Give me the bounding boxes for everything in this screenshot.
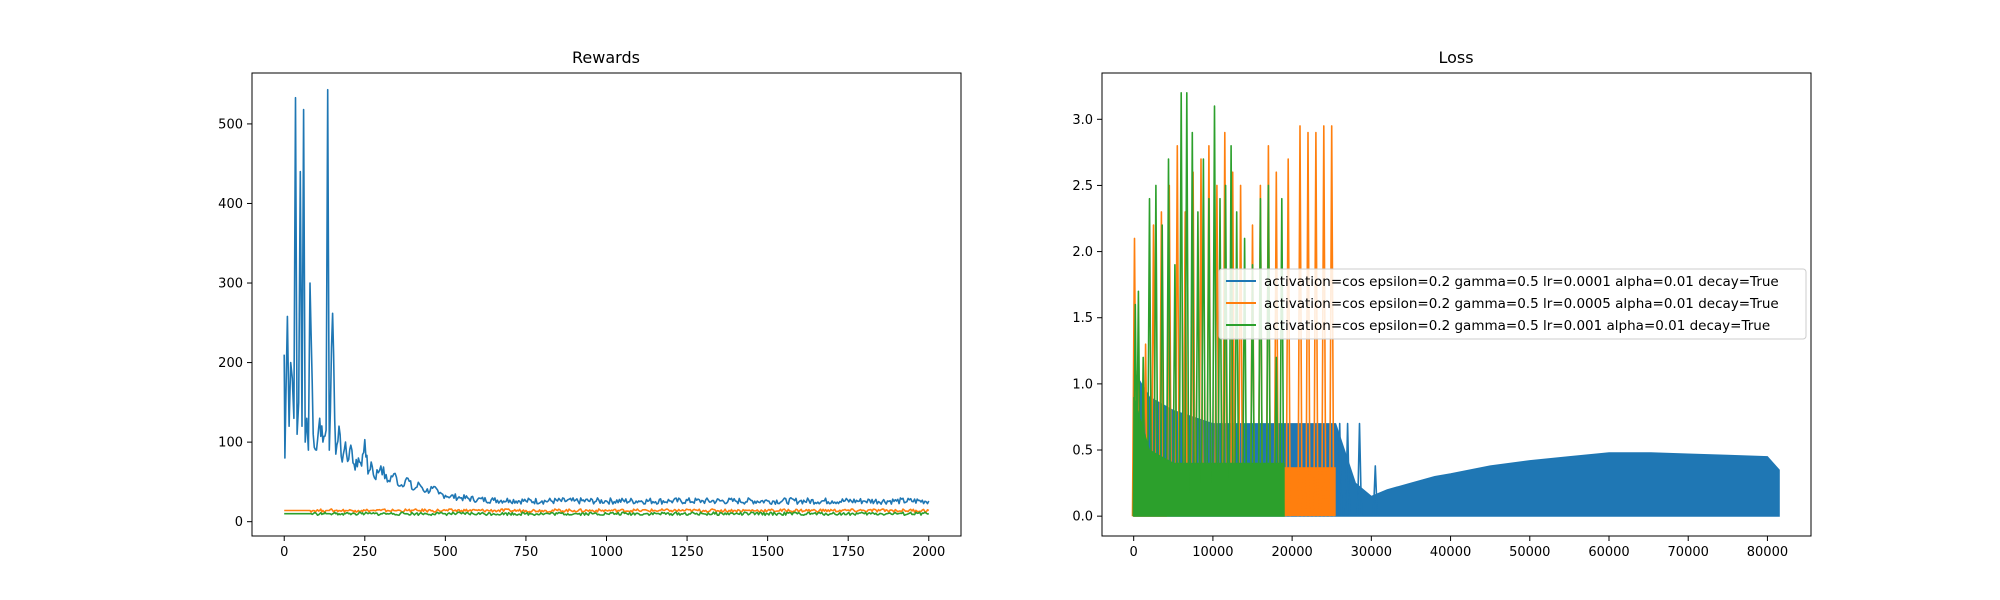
x-tick-label: 1000 [590, 545, 623, 560]
x-tick-label: 250 [352, 545, 377, 560]
x-tick-label: 10000 [1192, 545, 1233, 560]
y-tick-label: 2.5 [1072, 179, 1093, 194]
y-tick-label: 500 [218, 117, 243, 132]
loss-x-ticks: 0 10000 20000 30000 40000 50000 60000 70000 8000… [1130, 536, 1788, 560]
x-tick-label: 1500 [751, 545, 784, 560]
x-tick-label: 80000 [1747, 545, 1788, 560]
y-tick-label: 0.0 [1072, 510, 1093, 525]
x-tick-label: 750 [514, 545, 539, 560]
loss-y-ticks: 0.0 0.5 1.0 1.5 2.0 2.5 3.0 [1072, 113, 1102, 525]
x-tick-label: 0 [280, 545, 288, 560]
y-tick-label: 3.0 [1072, 113, 1093, 128]
loss-axes: Loss 0 10000 20000 30000 40000 50000 60000 7000… [1072, 48, 1812, 560]
x-tick-label: 500 [433, 545, 458, 560]
loss-axes-frame [1101, 72, 1812, 537]
rewards-axes-frame [251, 72, 962, 537]
loss-series [1131, 92, 1780, 517]
y-tick-label: 2.0 [1072, 245, 1093, 260]
loss-legend-box [1218, 268, 1807, 340]
y-tick-label: 400 [218, 197, 243, 212]
x-tick-label: 60000 [1588, 545, 1629, 560]
x-tick-label: 30000 [1351, 545, 1392, 560]
loss-legend: activation=cos epsilon=0.2 gamma=0.5 lr=… [1218, 268, 1807, 340]
rewards-x-ticks: 0 250 500 750 1000 1250 1500 1750 2000 [280, 536, 945, 560]
rewards-series-line [284, 508, 930, 513]
y-tick-label: 1.5 [1072, 311, 1093, 326]
legend-label-lr-0.0001: activation=cos epsilon=0.2 gamma=0.5 lr=… [1264, 274, 1779, 290]
rewards-series [283, 88, 930, 517]
rewards-series-line [283, 88, 930, 505]
x-tick-label: 2000 [912, 545, 945, 560]
y-tick-label: 200 [218, 356, 243, 371]
loss-series-2 [1132, 92, 1285, 517]
rewards-series-line [284, 511, 929, 517]
x-tick-label: 1250 [671, 545, 704, 560]
x-tick-label: 50000 [1509, 545, 1550, 560]
rewards-axes: Rewards 0 250 500 750 1000 1250 1500 1750 2000 0… [218, 48, 962, 560]
y-tick-label: 100 [218, 436, 243, 451]
legend-label-lr-0.001: activation=cos epsilon=0.2 gamma=0.5 lr=… [1264, 318, 1770, 334]
y-tick-label: 1.0 [1072, 377, 1093, 392]
loss-spikes [1132, 92, 1285, 517]
y-tick-label: 0 [235, 515, 243, 530]
y-tick-label: 300 [218, 277, 243, 292]
x-tick-label: 20000 [1271, 545, 1312, 560]
x-tick-label: 70000 [1668, 545, 1709, 560]
legend-label-lr-0.0005: activation=cos epsilon=0.2 gamma=0.5 lr=… [1264, 296, 1779, 312]
x-tick-label: 1750 [832, 545, 865, 560]
loss-spikes [1336, 422, 1379, 517]
x-tick-label: 40000 [1430, 545, 1471, 560]
rewards-title: Rewards [572, 48, 640, 67]
y-tick-label: 0.5 [1072, 444, 1093, 459]
x-tick-label: 0 [1130, 545, 1138, 560]
loss-title: Loss [1438, 48, 1473, 67]
rewards-y-ticks: 0 100 200 300 400 500 [218, 117, 252, 530]
